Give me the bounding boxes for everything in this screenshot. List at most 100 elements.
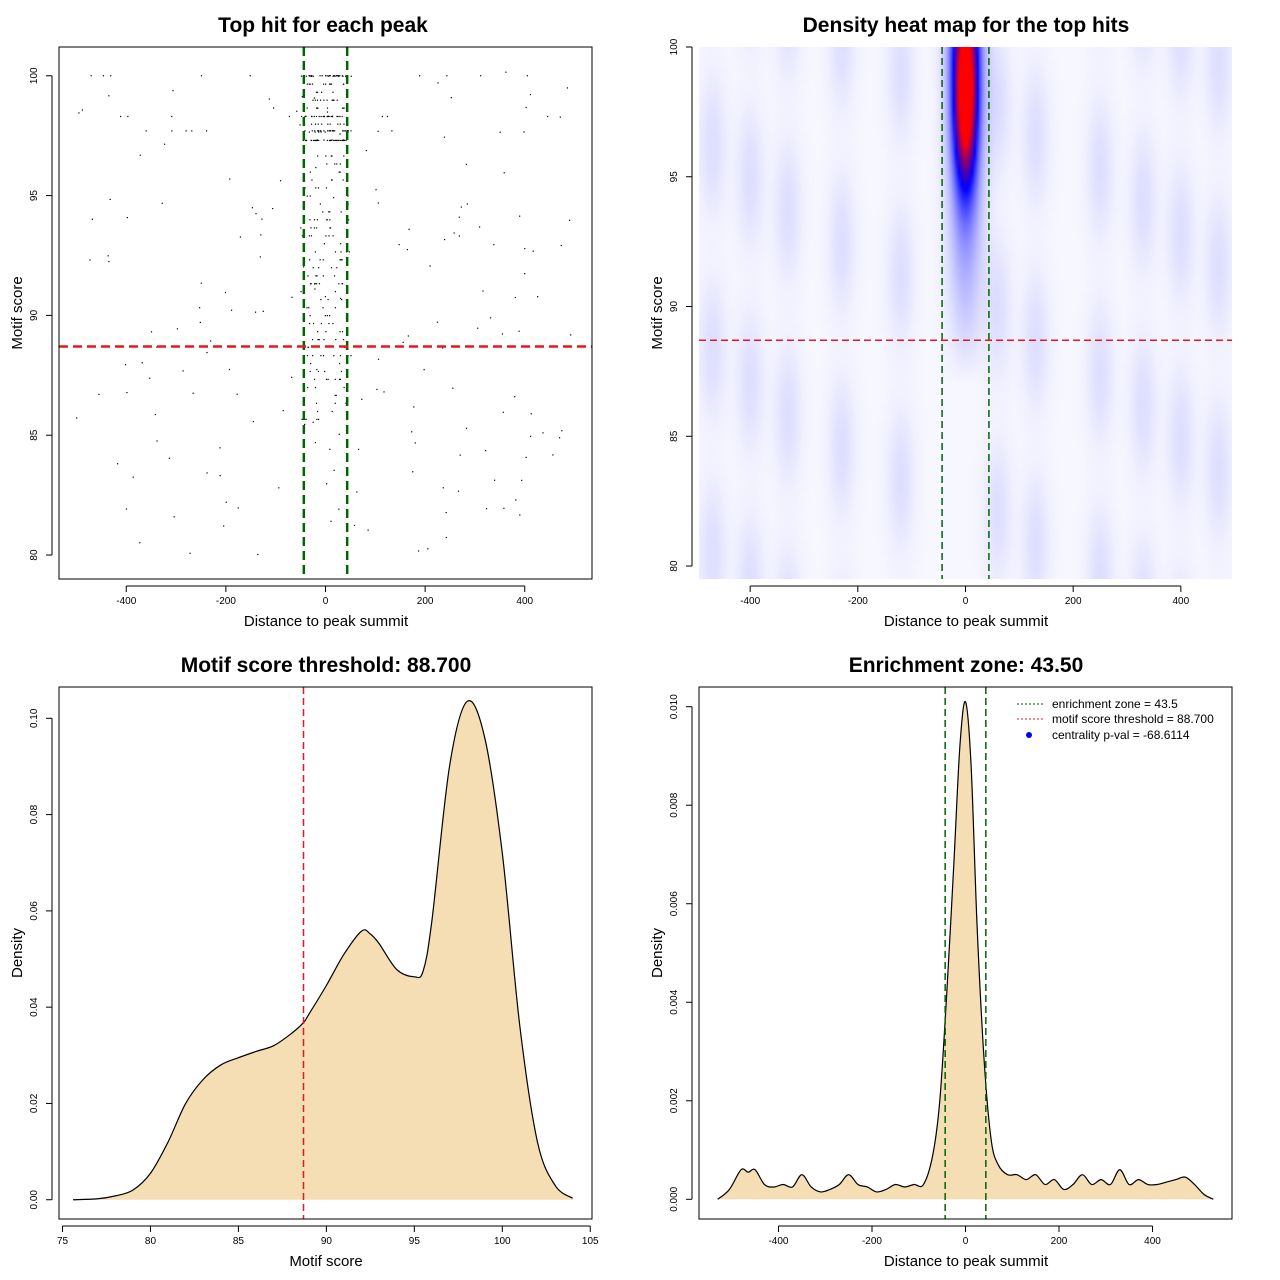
- scatter-point: [493, 243, 495, 246]
- scatter-point: [429, 265, 431, 267]
- scatter-point: [304, 115, 306, 118]
- scatter-point: [309, 283, 312, 285]
- scatter-point: [311, 179, 313, 181]
- scatter-y-tick-label: 85: [29, 429, 40, 441]
- scatter-point: [321, 91, 323, 93]
- scatter-point: [329, 123, 331, 125]
- scatter-point: [239, 236, 242, 238]
- scatter-point: [199, 321, 201, 324]
- scatter-point: [310, 139, 312, 142]
- scatter-point: [126, 391, 128, 394]
- scatter-point: [315, 107, 318, 109]
- scatter-x-label: Distance to peak summit: [244, 613, 409, 630]
- scatter-point: [340, 211, 342, 213]
- scatter-point: [338, 75, 340, 77]
- score-density-y-tick-label: 0.06: [29, 901, 40, 921]
- score-density-y-tick-label: 0.02: [29, 1093, 40, 1113]
- scatter-point: [325, 235, 327, 237]
- scatter-point: [200, 75, 203, 77]
- scatter-point: [485, 508, 488, 510]
- scatter-point: [566, 87, 569, 89]
- scatter-point: [502, 411, 504, 413]
- distance-density-line: [717, 701, 1214, 1200]
- scatter-point: [324, 295, 326, 298]
- scatter-point: [327, 123, 329, 125]
- scatter-point: [478, 226, 481, 228]
- scatter-point: [154, 413, 157, 416]
- legend: enrichment zone = 43.5 motif score thres…: [1017, 697, 1214, 742]
- scatter-point: [340, 259, 342, 261]
- scatter-point: [225, 501, 227, 503]
- scatter-reference-lines: [59, 47, 592, 579]
- scatter-point: [347, 130, 349, 132]
- scatter-point: [314, 131, 316, 133]
- distance-density-x-tick-label: 0: [963, 1236, 969, 1247]
- scatter-point: [327, 130, 329, 132]
- scatter-point: [330, 139, 332, 142]
- scatter-point: [78, 112, 80, 114]
- scatter-point: [321, 123, 323, 125]
- scatter-point: [323, 355, 325, 357]
- scatter-point: [568, 219, 571, 221]
- scatter-point: [259, 256, 261, 258]
- scatter-point: [301, 96, 303, 98]
- scatter-point: [206, 472, 208, 474]
- scatter-point: [310, 283, 312, 285]
- scatter-point: [288, 115, 291, 118]
- scatter-point: [252, 420, 254, 423]
- scatter-point: [296, 110, 298, 112]
- scatter-point: [326, 99, 328, 101]
- scatter-point: [377, 130, 379, 132]
- scatter-y-tick-label: 95: [29, 190, 40, 202]
- scatter-point: [339, 362, 341, 365]
- scatter-point: [356, 491, 358, 493]
- scatter-point: [268, 98, 270, 100]
- scatter-point: [328, 115, 330, 118]
- scatter-point: [459, 454, 461, 456]
- scatter-point: [325, 331, 327, 333]
- distance-density-curve: [717, 701, 1214, 1200]
- scatter-point: [340, 370, 343, 373]
- scatter-point: [325, 155, 327, 157]
- scatter-point: [90, 75, 92, 77]
- distance-density-y-tick-label: 0.008: [669, 792, 680, 817]
- scatter-point: [309, 370, 311, 373]
- scatter-point: [257, 553, 259, 556]
- scatter-point: [305, 115, 307, 117]
- scatter-point: [465, 163, 467, 166]
- scatter-point: [353, 524, 356, 527]
- distance-density-x-label: Distance to peak summit: [884, 1253, 1049, 1270]
- scatter-point: [342, 130, 344, 132]
- scatter-point: [465, 427, 468, 429]
- scatter-point: [526, 75, 528, 77]
- scatter-point: [301, 235, 304, 237]
- scatter-point: [76, 417, 78, 419]
- scatter-point: [376, 388, 378, 391]
- score-density-x-tick-label: 75: [57, 1236, 69, 1247]
- distance-density-x-tick-label: -400: [768, 1236, 788, 1247]
- scatter-point: [334, 402, 336, 404]
- scatter-point: [342, 339, 345, 341]
- scatter-point: [398, 243, 400, 246]
- scatter-point: [310, 362, 312, 365]
- scatter-point: [291, 376, 293, 378]
- scatter-point: [316, 139, 319, 141]
- heatmap-x-tick-label: -200: [848, 596, 868, 607]
- scatter-point: [339, 123, 341, 125]
- scatter-point: [408, 228, 410, 230]
- scatter-point: [480, 75, 482, 77]
- scatter-point: [182, 370, 184, 372]
- scatter-point: [335, 139, 337, 142]
- scatter-point: [326, 115, 328, 118]
- legend-label-enrichment: enrichment zone = 43.5: [1052, 697, 1178, 711]
- scatter-point: [342, 139, 344, 142]
- distance-density-plot-frame: [698, 686, 1233, 1220]
- scatter-point: [339, 331, 341, 333]
- scatter-point: [381, 115, 383, 118]
- scatter-point: [320, 322, 323, 325]
- scatter-point: [314, 442, 317, 444]
- scatter-point: [341, 259, 343, 261]
- scatter-point: [200, 282, 202, 284]
- scatter-point: [332, 235, 334, 237]
- scatter-point: [313, 139, 315, 142]
